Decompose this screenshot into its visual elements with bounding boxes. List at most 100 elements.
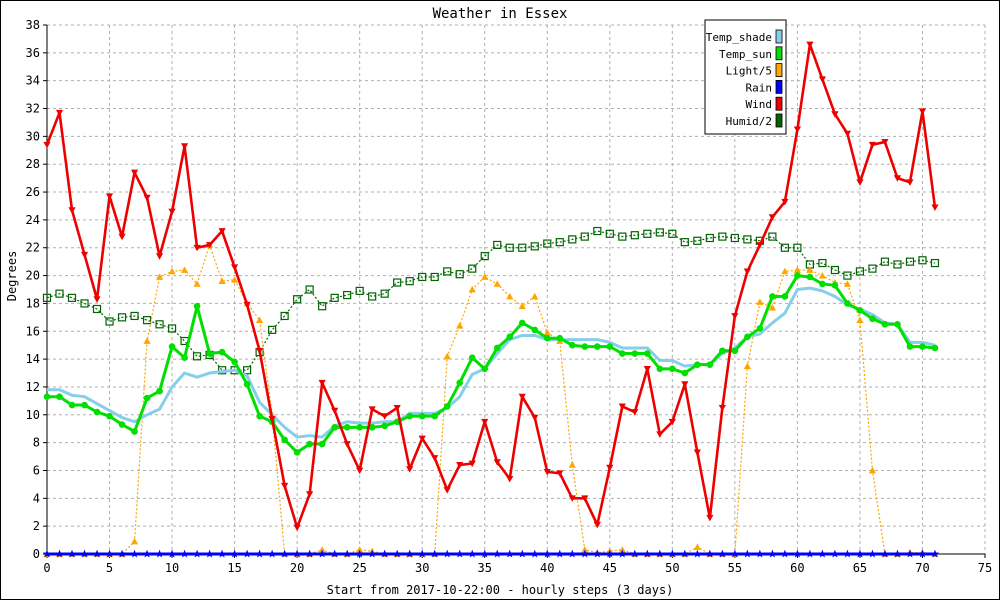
data-point-temp-sun [806,273,814,281]
data-point-light-5 [168,267,176,275]
data-point-wind [818,76,827,83]
data-point-temp-sun [769,293,776,300]
data-point-humid-2 [730,233,739,243]
data-point-rain [555,549,564,558]
data-point-rain [705,549,715,558]
data-point-rain [55,549,64,558]
data-point-wind [606,464,614,472]
data-point-rain [868,549,877,558]
data-point-temp-sun [368,424,376,431]
series-line-light-5 [47,244,936,555]
data-point-temp-sun [68,401,76,409]
data-point-rain [380,549,389,558]
data-point-wind [155,253,164,260]
data-point-wind [781,198,789,206]
data-point-rain [292,549,302,558]
data-point-wind [243,301,251,309]
data-point-rain [455,549,464,558]
data-point-wind [231,264,239,271]
data-point-temp-sun [606,343,614,350]
x-tick-label: 60 [790,561,804,575]
x-tick-label: 65 [853,561,867,575]
data-point-rain [42,549,52,558]
data-point-temp-sun [631,350,639,357]
data-point-temp-sun [581,343,589,350]
series-line-temp-sun [47,274,936,454]
data-point-wind [756,242,764,249]
data-point-temp-sun [456,379,464,387]
series-temp-sun [43,272,939,456]
data-point-rain [255,549,264,558]
data-point-humid-2 [67,293,77,302]
data-point-temp-sun [656,365,664,373]
data-point-light-5 [568,461,576,468]
data-point-humid-2 [680,238,689,247]
data-point-temp-sun [281,436,288,444]
data-point-temp-sun [406,412,413,420]
data-point-temp-sun [418,412,426,420]
data-point-humid-2 [880,257,890,266]
data-point-light-5 [768,303,776,311]
data-point-rain [280,549,289,558]
data-point-wind [205,242,214,249]
data-point-light-5 [743,362,751,369]
data-point-humid-2 [655,228,664,237]
data-point-rain [305,549,314,558]
data-point-humid-2 [693,236,702,245]
data-point-wind [768,214,776,221]
data-point-temp-sun [556,334,564,342]
data-point-wind [331,407,339,415]
data-point-wind [656,431,664,438]
data-point-temp-sun [256,412,263,420]
data-point-light-5 [180,266,189,273]
data-point-wind [668,418,676,426]
data-point-rain [505,549,514,558]
data-point-humid-2 [55,289,64,298]
data-point-temp-sun [43,393,51,400]
data-point-temp-sun [293,449,301,456]
data-point-rain [543,549,552,558]
x-tick-label: 15 [227,561,241,575]
data-point-light-5 [618,546,626,553]
y-tick-label: 38 [26,18,40,32]
data-point-wind [556,470,564,477]
x-tick-label: 70 [915,561,929,575]
data-point-rain [142,549,152,558]
data-point-humid-2 [192,352,202,361]
data-point-rain [493,549,502,558]
data-point-rain [668,549,677,558]
data-point-humid-2 [543,239,552,248]
data-point-rain [793,549,802,558]
data-point-humid-2 [643,229,652,238]
data-point-wind [381,413,389,420]
y-tick-label: 34 [26,74,40,88]
data-point-wind [881,139,889,146]
data-point-temp-sun [719,347,726,355]
legend-swatch [775,80,783,94]
data-point-light-5 [793,266,801,273]
data-point-rain [830,549,840,558]
data-point-temp-sun [543,334,551,342]
data-point-temp-sun [881,321,889,328]
data-point-temp-sun [844,300,851,307]
data-point-light-5 [693,543,701,550]
data-point-wind [406,466,414,473]
data-point-wind [80,251,89,259]
x-tick-label: 10 [165,561,179,575]
data-point-wind [581,495,589,502]
x-tick-label: 55 [728,561,742,575]
data-point-wind [55,109,64,117]
data-point-light-5 [856,316,864,324]
data-point-temp-sun [731,347,739,355]
data-point-wind [43,141,51,149]
legend-label: Wind [746,98,773,111]
data-point-temp-sun [343,424,351,431]
data-point-rain [655,549,665,558]
data-point-humid-2 [343,290,352,300]
data-point-light-5 [155,273,164,280]
data-point-rain [693,549,702,558]
data-point-rain [905,549,915,558]
data-point-temp-sun [156,387,163,395]
data-point-humid-2 [718,232,727,241]
